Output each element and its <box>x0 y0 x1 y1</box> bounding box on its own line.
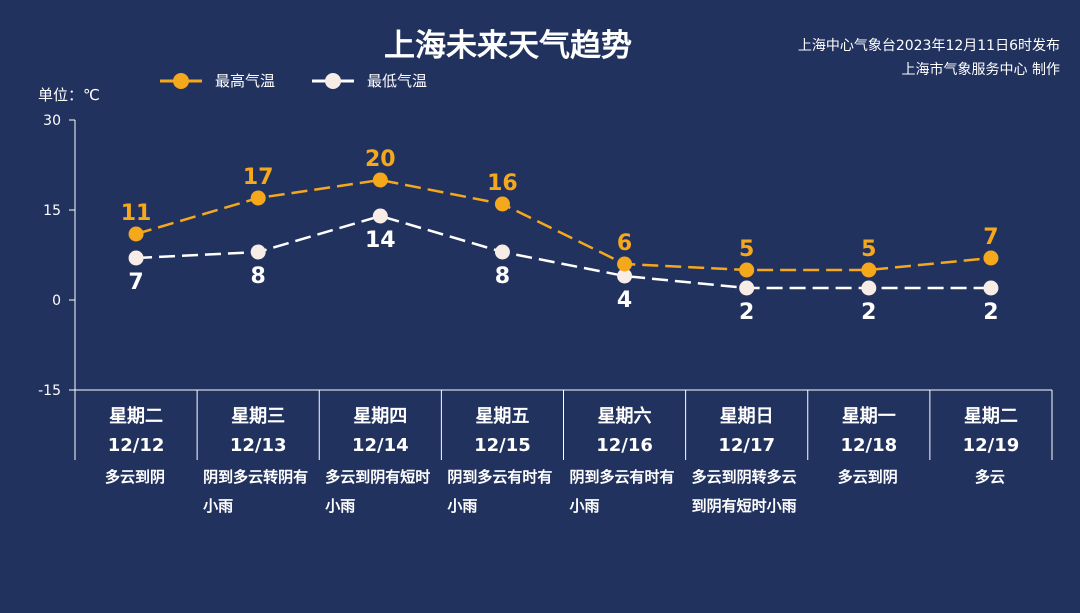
low-point <box>494 244 510 260</box>
weekday-label: 星期一 <box>842 406 896 427</box>
y-tick-label: 15 <box>43 203 61 219</box>
low-value-label: 2 <box>861 300 876 325</box>
low-point <box>861 280 877 296</box>
low-point <box>739 280 755 296</box>
weather-description: 多云到阴 <box>104 468 165 486</box>
weekday-label: 星期四 <box>353 406 407 427</box>
weather-description: 阴到多云有时有小雨 <box>569 468 675 515</box>
y-tick-label: 30 <box>43 113 61 129</box>
issuer-line-1: 上海中心气象台2023年12月11日6时发布 <box>797 38 1060 54</box>
high-point <box>128 226 144 242</box>
weekday-label: 星期三 <box>231 406 285 427</box>
high-point <box>494 196 510 212</box>
high-point <box>372 172 388 188</box>
weekday-label: 星期日 <box>720 406 774 427</box>
low-point <box>617 268 633 284</box>
weekday-label: 星期二 <box>964 406 1018 427</box>
series-low-line <box>136 214 991 290</box>
weather-description: 多云到阴 <box>837 468 898 486</box>
weekday-label: 星期二 <box>109 406 163 427</box>
high-point <box>617 256 633 272</box>
low-value-label: 2 <box>983 300 998 325</box>
date-label: 12/18 <box>840 435 897 456</box>
date-label: 12/12 <box>108 435 165 456</box>
low-value-label: 14 <box>365 228 396 253</box>
y-tick-label: 0 <box>52 293 61 309</box>
low-value-label: 4 <box>617 288 632 313</box>
issuer-info: 上海中心气象台2023年12月11日6时发布 上海市气象服务中心 制作 <box>798 34 1060 82</box>
high-value-label: 6 <box>617 231 632 256</box>
low-value-label: 7 <box>128 270 143 295</box>
issuer-line-2: 上海市气象服务中心 制作 <box>901 62 1060 78</box>
high-value-label: 11 <box>121 201 152 226</box>
date-label: 12/19 <box>963 435 1020 456</box>
weather-description: 多云 <box>974 468 1005 486</box>
legend-low-marker <box>325 73 341 89</box>
date-label: 12/16 <box>596 435 653 456</box>
high-value-label: 5 <box>739 237 754 262</box>
y-tick-label: -15 <box>38 383 61 399</box>
legend-low-label: 最低气温 <box>367 72 427 90</box>
date-label: 12/14 <box>352 435 409 456</box>
weekday-label: 星期五 <box>475 406 529 427</box>
high-value-label: 17 <box>243 165 274 190</box>
chart-title: 上海未来天气趋势 <box>384 28 632 64</box>
legend-high-label: 最高气温 <box>215 72 275 90</box>
weekday-label: 星期六 <box>598 405 652 427</box>
weather-description: 阴到多云有时有小雨 <box>447 468 553 515</box>
weather-description: 多云到阴有短时小雨 <box>325 468 431 515</box>
high-point <box>983 250 999 266</box>
low-point <box>250 244 266 260</box>
date-label: 12/17 <box>718 435 775 456</box>
high-value-label: 5 <box>861 237 876 262</box>
date-label: 12/15 <box>474 435 531 456</box>
low-value-label: 8 <box>251 264 266 289</box>
high-point <box>739 262 755 278</box>
low-point <box>983 280 999 296</box>
low-point <box>128 250 144 266</box>
low-value-label: 8 <box>495 264 510 289</box>
high-value-label: 7 <box>983 225 998 250</box>
high-value-label: 20 <box>365 147 396 172</box>
weather-description: 阴到多云转阴有小雨 <box>203 468 309 515</box>
weather-description: 多云到阴转多云到阴有短时小雨 <box>691 468 797 515</box>
low-point <box>372 208 388 224</box>
unit-label: 单位：℃ <box>38 86 100 104</box>
date-label: 12/13 <box>230 435 287 456</box>
legend-high-marker <box>173 73 189 89</box>
low-value-label: 2 <box>739 300 754 325</box>
series-high-line <box>135 178 992 272</box>
high-point <box>250 190 266 206</box>
high-value-label: 16 <box>487 171 518 196</box>
high-point <box>861 262 877 278</box>
